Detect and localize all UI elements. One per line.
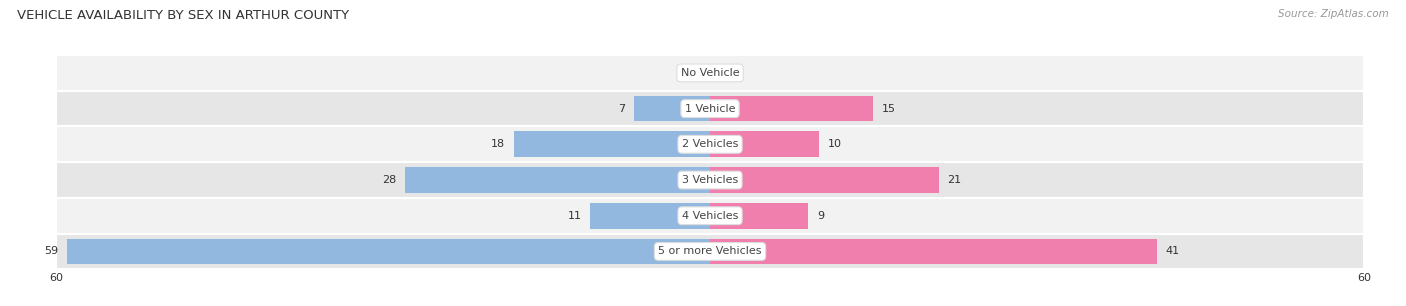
Bar: [710, 203, 808, 229]
Text: 18: 18: [491, 139, 505, 149]
FancyBboxPatch shape: [56, 233, 1364, 269]
Text: VEHICLE AVAILABILITY BY SEX IN ARTHUR COUNTY: VEHICLE AVAILABILITY BY SEX IN ARTHUR CO…: [17, 9, 349, 22]
Text: 1 Vehicle: 1 Vehicle: [685, 104, 735, 114]
Text: 4 Vehicles: 4 Vehicles: [682, 211, 738, 221]
Bar: [634, 96, 710, 121]
Bar: [515, 132, 710, 157]
Text: 11: 11: [568, 211, 582, 221]
Text: 28: 28: [382, 175, 396, 185]
Bar: [67, 239, 710, 264]
Bar: [710, 96, 873, 121]
Text: 15: 15: [882, 104, 896, 114]
Bar: [710, 167, 939, 193]
FancyBboxPatch shape: [56, 55, 1364, 91]
FancyBboxPatch shape: [56, 126, 1364, 162]
Text: 41: 41: [1166, 246, 1180, 256]
Text: 21: 21: [948, 175, 962, 185]
Bar: [710, 239, 1157, 264]
Text: 7: 7: [617, 104, 626, 114]
Bar: [710, 132, 818, 157]
Text: 2 Vehicles: 2 Vehicles: [682, 139, 738, 149]
Text: 59: 59: [45, 246, 59, 256]
Text: 10: 10: [828, 139, 842, 149]
Bar: [405, 167, 710, 193]
FancyBboxPatch shape: [56, 91, 1364, 126]
Text: Source: ZipAtlas.com: Source: ZipAtlas.com: [1278, 9, 1389, 19]
Legend: Male, Female: Male, Female: [643, 304, 778, 306]
Text: 3 Vehicles: 3 Vehicles: [682, 175, 738, 185]
Text: 0: 0: [690, 68, 697, 78]
Text: 9: 9: [817, 211, 824, 221]
Bar: [591, 203, 710, 229]
FancyBboxPatch shape: [56, 162, 1364, 198]
Text: 5 or more Vehicles: 5 or more Vehicles: [658, 246, 762, 256]
Text: No Vehicle: No Vehicle: [681, 68, 740, 78]
FancyBboxPatch shape: [56, 198, 1364, 233]
Text: 0: 0: [723, 68, 730, 78]
